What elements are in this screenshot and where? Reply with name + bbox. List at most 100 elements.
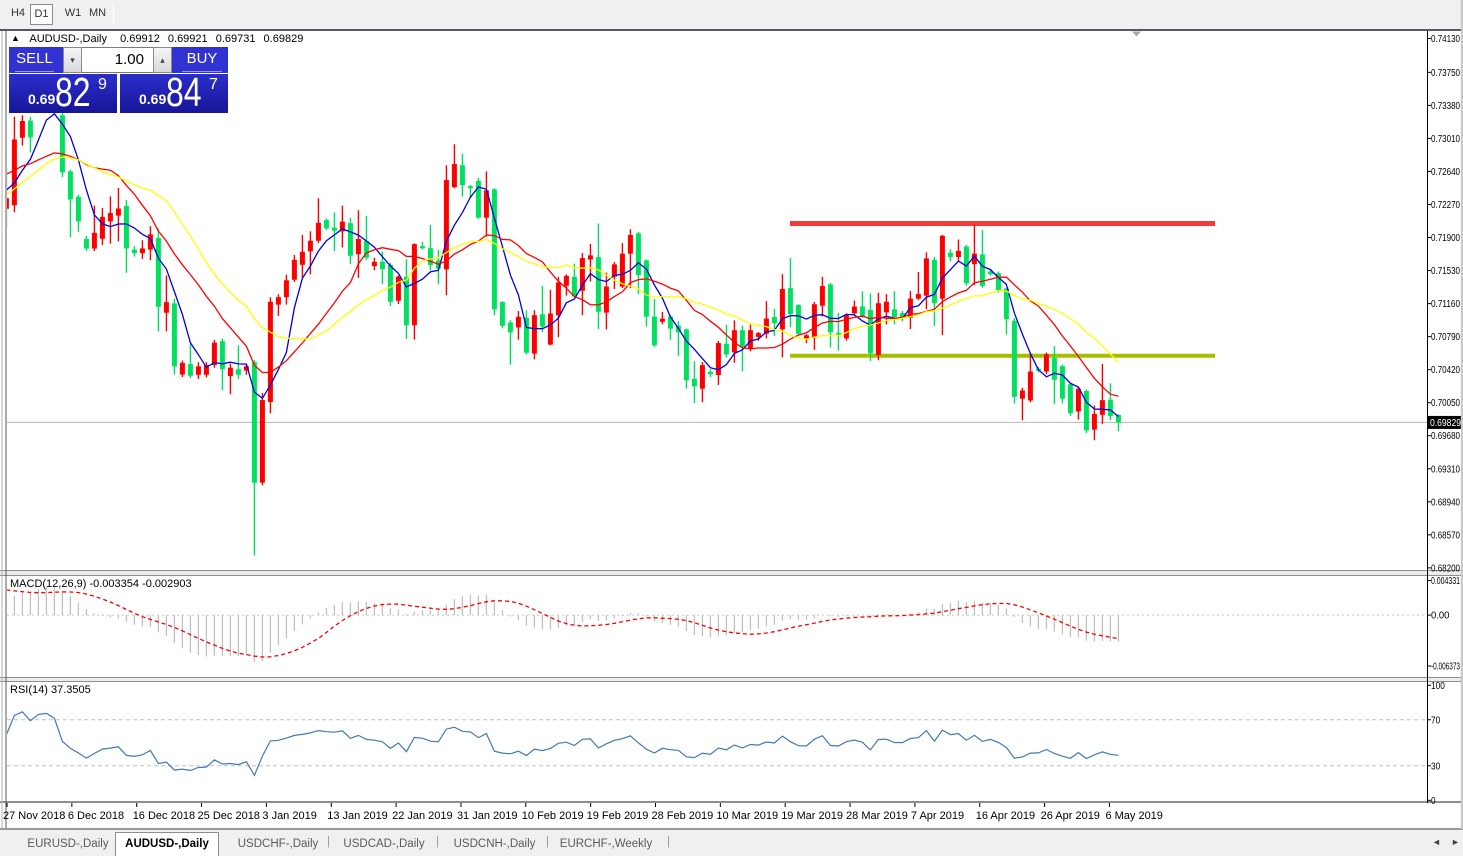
price-tick: 0.71900: [1431, 233, 1460, 244]
price-tick: 0.69310: [1431, 464, 1460, 475]
price-tick: 0.70790: [1431, 332, 1460, 343]
volume-decrease-button[interactable]: ▾: [63, 47, 82, 73]
level-line-1: [790, 353, 1215, 358]
symbol-title: AUDUSD-,Daily: [29, 33, 107, 45]
price-tick: 0.71160: [1431, 299, 1460, 310]
buy-button[interactable]: BUY: [176, 47, 228, 73]
sell-price-big-digits: 82: [55, 69, 91, 115]
rsi-line: [7, 711, 1119, 777]
period-button-d1[interactable]: D1: [30, 4, 53, 25]
ohlc-low: 0.69731: [215, 33, 256, 45]
price-tick: 0.72270: [1431, 200, 1460, 211]
chart-tab-usdcad-daily[interactable]: USDCAD-,Daily: [343, 838, 425, 850]
price-tick: 0.72640: [1431, 167, 1460, 178]
sell-button[interactable]: SELL: [9, 47, 60, 73]
price-tick: 0.70050: [1431, 398, 1460, 409]
price-tick: 0.73010: [1431, 134, 1460, 145]
date-label: 6 May 2019: [1105, 810, 1162, 822]
buy-button-underline: [182, 71, 222, 72]
chart-shift-marker: [1132, 31, 1141, 37]
period-button-mn[interactable]: MN: [88, 7, 107, 19]
tab-separator: |: [546, 836, 549, 848]
chart-symbol-header: ▲ AUDUSD-,Daily 0.69912 0.69921 0.69731 …: [11, 33, 308, 47]
date-label: 10 Mar 2019: [716, 810, 778, 822]
rsi-tick: 100: [1431, 681, 1445, 692]
rsi-tick: 30: [1431, 761, 1441, 772]
price-tick: 0.73380: [1431, 101, 1460, 112]
date-label: 13 Jan 2019: [327, 810, 388, 822]
ma-13-line: [7, 152, 1119, 397]
macd-pane: [7, 586, 1427, 662]
ohlc-open: 0.69912: [120, 33, 160, 45]
window-right-edge: [1460, 0, 1463, 856]
rsi-tick: 70: [1431, 715, 1441, 726]
tab-separator: |: [327, 836, 330, 848]
price-tick: 0.68570: [1431, 530, 1460, 541]
date-label: 27 Nov 2018: [3, 810, 65, 822]
date-label: 25 Dec 2018: [198, 810, 260, 822]
period-button-h4[interactable]: H4: [10, 7, 26, 19]
macd-signal-line: [7, 589, 1119, 658]
price-tick: 0.73750: [1431, 68, 1460, 79]
price-tick: 0.68200: [1431, 563, 1460, 574]
chart-tab-bar: ◄ ► EURUSD-,Daily AUDUSD-,Daily USDCHF-,Da…: [0, 829, 1463, 856]
chart-tab-eurusd-daily[interactable]: EURUSD-,Daily: [27, 838, 109, 850]
period-button-w1[interactable]: W1: [64, 7, 82, 19]
chart-window-top-border: [0, 29, 1463, 31]
date-label: 16 Dec 2018: [133, 810, 195, 822]
date-label: 28 Mar 2019: [846, 810, 908, 822]
current-price-tag: [1428, 415, 1463, 429]
buy-price-pip-digit: 7: [209, 76, 218, 93]
chart-tab-audusd-daily[interactable]: AUDUSD-,Daily: [115, 832, 219, 856]
rsi-label: RSI(14) 37.3505: [10, 684, 91, 696]
date-label: 7 Apr 2019: [911, 810, 964, 822]
price-tick: 0.69680: [1431, 431, 1460, 442]
tab-separator: |: [436, 836, 439, 848]
tab-separator: |: [667, 836, 670, 848]
toolbar-separator: [113, 3, 114, 25]
tab-scroll-right-icon[interactable]: ►: [1451, 837, 1460, 847]
main-pane: [7, 94, 1427, 556]
macd-tick: 0.00: [1431, 611, 1450, 622]
buy-price-big-digits: 84: [166, 69, 202, 115]
current-price-tag-text: 0.69829: [1430, 418, 1461, 429]
rsi-pane: [7, 711, 1427, 777]
sell-price-pip-digit: 9: [98, 76, 107, 93]
price-tick: 0.71530: [1431, 266, 1460, 277]
chart-tab-usdchf-daily[interactable]: USDCHF-,Daily: [237, 838, 319, 850]
one-click-trading-panel: SELL ▾ 1.00 ▴ BUY 0.69 82 9 0.69 84 7: [9, 47, 228, 115]
date-label: 16 Apr 2019: [976, 810, 1035, 822]
level-line-0: [790, 221, 1215, 227]
buy-price-display[interactable]: 0.69 84 7: [120, 69, 228, 115]
price-tick: 0.68940: [1431, 497, 1460, 508]
sell-price-display[interactable]: 0.69 82 9: [9, 69, 117, 115]
rsi-tick: 0: [1431, 796, 1436, 807]
trade-panel-top-row: SELL ▾ 1.00 ▴ BUY: [9, 47, 228, 73]
macd-tick: 0.004331: [1431, 576, 1460, 587]
tab-scroll-left-icon[interactable]: ◄: [1432, 837, 1441, 847]
volume-increase-button[interactable]: ▴: [153, 47, 172, 73]
date-label: 19 Mar 2019: [781, 810, 843, 822]
chart-tab-eurchf-weekly[interactable]: EURCHF-,Weekly: [559, 838, 653, 850]
date-label: 10 Feb 2019: [522, 810, 584, 822]
price-tick: 0.70420: [1431, 365, 1460, 376]
sell-button-underline: [15, 71, 54, 72]
date-label: 31 Jan 2019: [457, 810, 518, 822]
symbol-collapse-icon[interactable]: ▲: [11, 33, 20, 43]
ma-20-line: [7, 156, 1119, 364]
date-label: 26 Apr 2019: [1041, 810, 1100, 822]
sell-price-prefix: 0.69: [28, 91, 56, 107]
sell-button-label: SELL: [16, 50, 53, 67]
ma-5-line: [7, 112, 1119, 418]
buy-button-label: BUY: [186, 50, 218, 67]
date-label: 19 Feb 2019: [587, 810, 649, 822]
volume-input[interactable]: 1.00: [82, 47, 153, 73]
date-label: 22 Jan 2019: [392, 810, 453, 822]
ohlc-high: 0.69921: [167, 33, 208, 45]
date-label: 3 Jan 2019: [262, 810, 316, 822]
date-label: 6 Dec 2018: [68, 810, 124, 822]
chart-tab-usdcnh-daily[interactable]: USDCNH-,Daily: [453, 838, 536, 850]
ohlc-close: 0.69829: [263, 33, 304, 45]
